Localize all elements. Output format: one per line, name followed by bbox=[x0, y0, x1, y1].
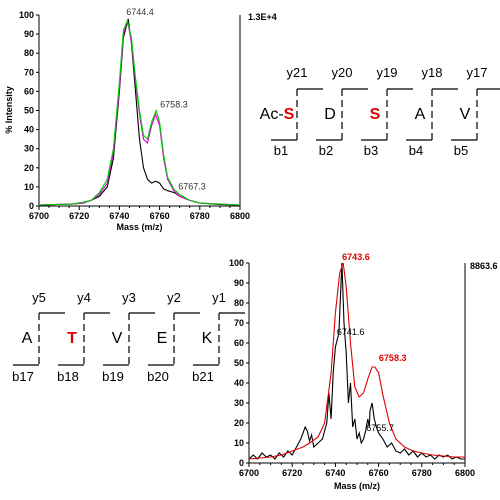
y-ion-label: y18 bbox=[422, 65, 443, 80]
scale-label: 1.3E+4 bbox=[248, 12, 277, 22]
residue: T bbox=[67, 330, 77, 347]
residue: A bbox=[22, 330, 33, 347]
b-ion-label: b19 bbox=[102, 369, 124, 384]
spectrum-top: 0 10 20 30 40 50 60 70 80 90 100 6700 6720 6740 6760 67… bbox=[4, 7, 277, 232]
residue-prefix: Ac- bbox=[260, 106, 284, 123]
fragment-map-bottom: Ay5 b17 Ty4 b18 Vy3 b19 Ey2 b20 Ky1 b21 bbox=[12, 290, 245, 384]
x-axis-label: Mass (m/z) bbox=[116, 222, 162, 232]
residue-letter: S bbox=[284, 106, 295, 123]
peak-label: 6758.3 bbox=[160, 100, 188, 110]
y-tick-label: 100 bbox=[19, 10, 34, 20]
y-tick-label: 30 bbox=[24, 144, 34, 154]
y-tick-label: 80 bbox=[24, 48, 34, 58]
y-tick-label: 10 bbox=[24, 182, 34, 192]
y-ion-label: y2 bbox=[167, 290, 181, 305]
b-ion-label: b17 bbox=[12, 369, 34, 384]
peak-label: 6744.4 bbox=[126, 7, 154, 17]
residue-letter: E bbox=[157, 330, 168, 347]
y-ion-label: y19 bbox=[377, 65, 398, 80]
residue-letter: K bbox=[202, 330, 213, 347]
b-ion-label: b21 bbox=[192, 369, 214, 384]
residue: E bbox=[157, 330, 168, 347]
x-tick-label: 6700 bbox=[239, 468, 259, 478]
residue-letter: A bbox=[415, 106, 426, 123]
y-tick-label: 60 bbox=[24, 86, 34, 96]
b-ion-label: b5 bbox=[454, 143, 468, 158]
x-tick-label: 6760 bbox=[369, 468, 389, 478]
series-line-0 bbox=[248, 262, 465, 460]
y-tick-label: 90 bbox=[24, 29, 34, 39]
y-ion-label: y1 bbox=[212, 290, 226, 305]
x-tick-label: 6800 bbox=[230, 211, 250, 221]
residue-letter: V bbox=[460, 106, 471, 123]
scale-label: 8863.6 bbox=[470, 261, 498, 271]
series-line-2 bbox=[38, 18, 241, 206]
residue: A bbox=[415, 106, 426, 123]
y-axis-label: % Intensity bbox=[4, 86, 14, 134]
series-line-1 bbox=[248, 262, 465, 460]
b-ion-label: b18 bbox=[57, 369, 79, 384]
x-tick-label: 6780 bbox=[412, 468, 432, 478]
y-tick-label: 50 bbox=[24, 106, 34, 116]
y-tick-label: 70 bbox=[234, 318, 244, 328]
residue-letter: A bbox=[22, 330, 33, 347]
residue: Ac-S bbox=[260, 106, 295, 123]
x-tick-label: 6700 bbox=[29, 211, 49, 221]
residue: K bbox=[202, 330, 213, 347]
x-tick-label: 6800 bbox=[455, 468, 475, 478]
y-tick-label: 70 bbox=[24, 67, 34, 77]
y-tick-label: 80 bbox=[234, 298, 244, 308]
y-tick-label: 20 bbox=[234, 418, 244, 428]
y-tick-label: 0 bbox=[29, 201, 34, 211]
y-ion-label: y17 bbox=[467, 65, 488, 80]
y-tick-label: 50 bbox=[234, 358, 244, 368]
b-ion-label: b4 bbox=[409, 143, 423, 158]
y-ion-label: y21 bbox=[287, 65, 308, 80]
b-ion-label: b3 bbox=[364, 143, 378, 158]
b-ion-label: b1 bbox=[274, 143, 288, 158]
residue-letter: D bbox=[324, 106, 336, 123]
series-line-1 bbox=[38, 20, 241, 206]
residue-letter: T bbox=[67, 330, 77, 347]
peak-label: 6755.7 bbox=[366, 423, 394, 433]
x-tick-label: 6760 bbox=[150, 211, 170, 221]
residue: D bbox=[324, 106, 336, 123]
y-ion-label: y5 bbox=[32, 290, 46, 305]
y-tick-label: 90 bbox=[234, 278, 244, 288]
y-tick-label: 40 bbox=[234, 378, 244, 388]
x-tick-label: 6740 bbox=[109, 211, 129, 221]
spectrum-bottom: 0 10 20 30 40 50 60 70 80 90 100 6700 6720 6740 6760 67… bbox=[229, 252, 498, 491]
b-ion-label: b20 bbox=[147, 369, 169, 384]
y-tick-label: 40 bbox=[24, 125, 34, 135]
residue: V bbox=[460, 106, 471, 123]
y-tick-label: 20 bbox=[24, 163, 34, 173]
peak-label: 6767.3 bbox=[178, 182, 206, 192]
peak-label: 6743.6 bbox=[342, 252, 370, 262]
y-tick-label: 10 bbox=[234, 438, 244, 448]
peak-label: 6758.3 bbox=[379, 353, 407, 363]
peak-label: 6741.6 bbox=[337, 327, 365, 337]
y-tick-label: 0 bbox=[239, 458, 244, 468]
y-tick-label: 60 bbox=[234, 338, 244, 348]
y-ion-label: y4 bbox=[77, 290, 91, 305]
y-tick-label: 100 bbox=[229, 258, 244, 268]
y-ion-label: y20 bbox=[332, 65, 353, 80]
residue: S bbox=[370, 106, 381, 123]
x-tick-label: 6780 bbox=[190, 211, 210, 221]
y-tick-label: 30 bbox=[234, 398, 244, 408]
x-tick-label: 6720 bbox=[282, 468, 302, 478]
residue-letter: S bbox=[370, 106, 381, 123]
residue-letter: V bbox=[112, 330, 123, 347]
b-ion-label: b2 bbox=[319, 143, 333, 158]
x-axis-label: Mass (m/z) bbox=[334, 481, 380, 491]
x-tick-label: 6720 bbox=[69, 211, 89, 221]
y-ion-label: y3 bbox=[122, 290, 136, 305]
residue: V bbox=[112, 330, 123, 347]
x-tick-label: 6740 bbox=[325, 468, 345, 478]
